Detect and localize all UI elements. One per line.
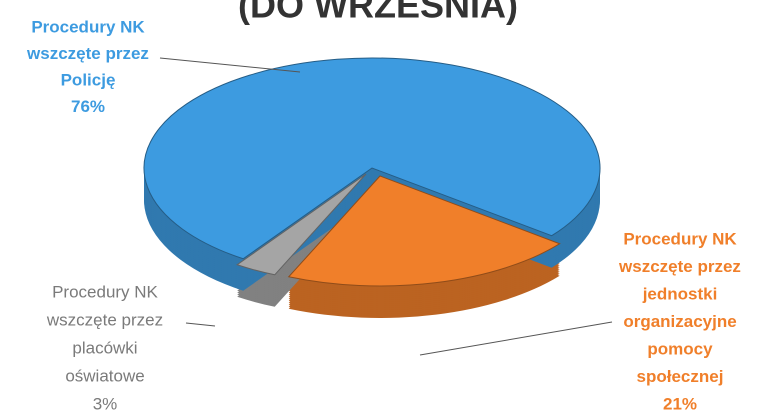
slice-label: oświatowe	[65, 366, 144, 385]
value-label: 21%	[663, 394, 697, 413]
value-label: 3%	[93, 394, 118, 413]
slice	[143, 57, 601, 260]
leader-line	[185, 322, 216, 327]
leader-line	[159, 57, 301, 73]
slice-label: pomocy	[647, 339, 713, 358]
slice-label: wszczęte przez	[618, 257, 741, 276]
slice	[287, 175, 561, 287]
value-label: 76%	[71, 97, 105, 116]
slice-label: organizacyjne	[623, 312, 736, 331]
chart-title: (DO WRZEŚNIA)	[238, 0, 518, 26]
slice-label: Procedury NK	[31, 17, 145, 36]
slice-label: Procedury NK	[623, 229, 737, 248]
slice	[236, 173, 367, 276]
slice-label: społecznej	[637, 367, 724, 386]
slice-label: jednostki	[642, 284, 718, 303]
slice-label: wszczęte przez	[46, 310, 163, 329]
slice-label: placówki	[72, 338, 137, 357]
slice-label: wszczęte przez	[26, 44, 149, 63]
leader-line	[419, 321, 613, 356]
slice-label: Policję	[61, 70, 116, 89]
slice-label: Procedury NK	[52, 282, 158, 301]
